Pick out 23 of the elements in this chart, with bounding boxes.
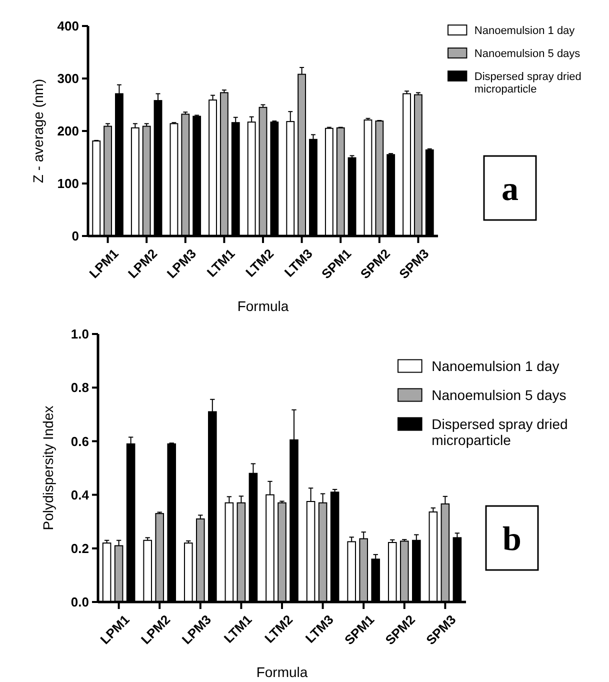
y-tick-label: 0.0 bbox=[70, 594, 89, 610]
legend-label: Nanoemulsion 1 day bbox=[474, 24, 576, 37]
legend-label: Dispersed spray dried microparticle bbox=[432, 416, 568, 448]
y-tick-label: 0.8 bbox=[70, 380, 89, 396]
text: a bbox=[502, 170, 518, 208]
y-tick-label: 1.0 bbox=[70, 326, 89, 342]
y-tick-label: 200 bbox=[57, 124, 79, 139]
y-axis-title: Z - average (nm) bbox=[30, 78, 46, 184]
legend-label: Nanoemulsion 5 days bbox=[474, 48, 581, 60]
y-axis-title: Polydispersity Index bbox=[40, 406, 56, 530]
y-tick-label: 300 bbox=[57, 71, 79, 86]
legend-label: Nanoemulsion 5 days bbox=[432, 386, 566, 403]
y-tick-label: 0 bbox=[72, 228, 79, 244]
legend-label: Nanoemulsion 1 day bbox=[432, 358, 560, 374]
x-axis-title: Formula bbox=[256, 664, 308, 680]
legend-label: Dispersed spray dried microparticle bbox=[474, 70, 582, 96]
y-tick-label: 400 bbox=[57, 18, 79, 34]
text: b bbox=[502, 520, 522, 558]
y-tick-label: 0.4 bbox=[70, 487, 90, 502]
x-axis-title: Formula bbox=[237, 298, 289, 314]
y-tick-label: 0.2 bbox=[70, 540, 89, 556]
y-tick-label: 100 bbox=[57, 176, 79, 192]
y-tick-label: 0.6 bbox=[70, 434, 89, 449]
